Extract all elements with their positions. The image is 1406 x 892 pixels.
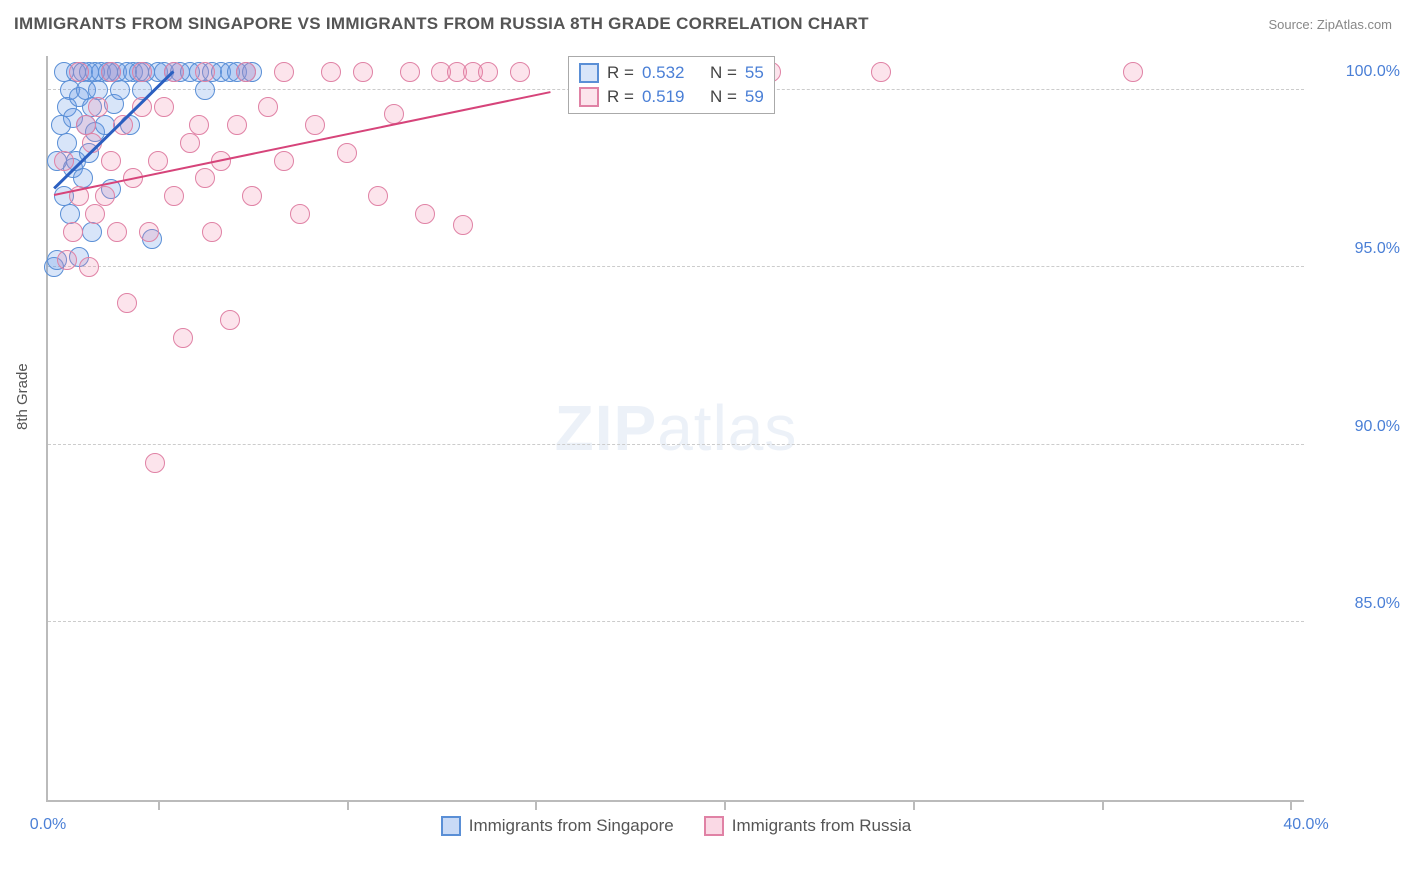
scatter-point [453,215,473,235]
scatter-point [139,222,159,242]
scatter-point [154,97,174,117]
legend-r-label: R = [607,87,634,107]
scatter-point [148,151,168,171]
scatter-point [337,143,357,163]
legend-r-value-russia: 0.519 [642,87,685,107]
scatter-point [220,310,240,330]
gridline [48,621,1304,622]
legend-swatch-singapore [579,63,599,83]
scatter-point [73,168,93,188]
scatter-point [227,115,247,135]
x-tick-label: 40.0% [1283,816,1328,834]
gridline [48,266,1304,267]
scatter-point [195,62,215,82]
scatter-point [242,186,262,206]
legend-n-label: N = [710,87,737,107]
watermark-light: atlas [657,392,797,464]
scatter-point [85,204,105,224]
scatter-point [82,222,102,242]
scatter-point [69,62,89,82]
scatter-point [510,62,530,82]
scatter-point [132,62,152,82]
legend-n-value-russia: 59 [745,87,764,107]
scatter-point [195,168,215,188]
legend-row-singapore: R = 0.532 N = 55 [579,61,764,85]
gridline [48,444,1304,445]
watermark-bold: ZIP [555,392,658,464]
scatter-point [101,62,121,82]
scatter-point [400,62,420,82]
scatter-point [274,151,294,171]
legend-row-russia: R = 0.519 N = 59 [579,85,764,109]
y-axis-label: 8th Grade [14,363,31,430]
bottom-label-singapore: Immigrants from Singapore [469,816,674,836]
y-tick-label: 95.0% [1310,240,1400,258]
scatter-point [415,204,435,224]
scatter-point [290,204,310,224]
scatter-point [95,186,115,206]
scatter-point [54,151,74,171]
scatter-point [173,328,193,348]
scatter-point [274,62,294,82]
scatter-point [258,97,278,117]
x-tick-mark [913,800,915,810]
correlation-legend-box: R = 0.532 N = 55 R = 0.519 N = 59 [568,56,775,114]
scatter-point [57,250,77,270]
x-tick-mark [158,800,160,810]
scatter-point [478,62,498,82]
scatter-point [110,80,130,100]
legend-r-value-singapore: 0.532 [642,63,685,83]
bottom-legend-russia: Immigrants from Russia [704,816,911,836]
watermark: ZIPatlas [555,391,798,465]
chart-title: IMMIGRANTS FROM SINGAPORE VS IMMIGRANTS … [14,14,869,34]
scatter-point [63,222,83,242]
scatter-point [236,62,256,82]
scatter-point [88,97,108,117]
y-tick-label: 100.0% [1310,63,1400,81]
x-tick-mark [535,800,537,810]
x-tick-mark [347,800,349,810]
trend-line [54,91,551,196]
scatter-point [164,186,184,206]
x-tick-label: 0.0% [30,816,66,834]
scatter-point [79,257,99,277]
bottom-label-russia: Immigrants from Russia [732,816,911,836]
scatter-point [353,62,373,82]
bottom-swatch-singapore [441,816,461,836]
scatter-point [195,80,215,100]
scatter-point [145,453,165,473]
scatter-point [101,151,121,171]
scatter-point [117,293,137,313]
x-tick-mark [724,800,726,810]
scatter-point [1123,62,1143,82]
bottom-legend-singapore: Immigrants from Singapore [441,816,674,836]
scatter-point [871,62,891,82]
scatter-point [321,62,341,82]
bottom-legend: Immigrants from Singapore Immigrants fro… [48,816,1304,836]
scatter-point [202,222,222,242]
legend-r-label: R = [607,63,634,83]
bottom-swatch-russia [704,816,724,836]
scatter-point [107,222,127,242]
y-tick-label: 85.0% [1310,595,1400,613]
scatter-point [180,133,200,153]
x-tick-mark [1102,800,1104,810]
legend-n-label: N = [710,63,737,83]
scatter-point [305,115,325,135]
scatter-point [60,204,80,224]
chart-plot-area: ZIPatlas R = 0.532 N = 55 R = 0.519 N = … [46,56,1304,802]
y-tick-label: 90.0% [1310,418,1400,436]
x-tick-mark [1290,800,1292,810]
legend-swatch-russia [579,87,599,107]
legend-n-value-singapore: 55 [745,63,764,83]
source-attribution: Source: ZipAtlas.com [1268,17,1392,32]
scatter-point [189,115,209,135]
scatter-point [368,186,388,206]
